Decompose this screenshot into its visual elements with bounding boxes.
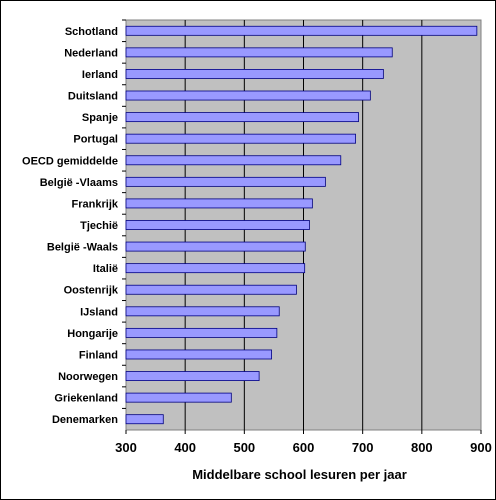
bar xyxy=(125,112,359,123)
category-label: België -Vlaams xyxy=(40,177,118,189)
x-tick-label: 400 xyxy=(174,440,196,455)
category-label: IJsland xyxy=(80,306,118,318)
category-label: Denemarken xyxy=(52,414,118,426)
x-tick-label: 700 xyxy=(352,440,374,455)
x-tick-label: 500 xyxy=(233,440,255,455)
bar xyxy=(125,69,384,79)
category-label: Oostenrijk xyxy=(64,285,119,297)
bar xyxy=(125,90,371,101)
category-label: Duitsland xyxy=(68,91,118,103)
category-label: Finland xyxy=(79,349,118,361)
category-label: Schotland xyxy=(65,26,118,38)
bar xyxy=(125,155,342,166)
category-label: OECD gemiddelde xyxy=(22,155,118,167)
x-tick-label: 600 xyxy=(293,440,315,455)
category-label: België -Waals xyxy=(47,242,118,254)
bar xyxy=(125,241,306,252)
bar xyxy=(125,263,306,274)
x-axis-ticks: 300 400 500 600 700 800 900 xyxy=(115,430,492,455)
category-label: Noorwegen xyxy=(58,371,118,383)
bar xyxy=(125,198,313,209)
x-axis-title: Middelbare school lesuren per jaar xyxy=(192,467,407,482)
bar xyxy=(125,25,478,36)
bar xyxy=(125,414,164,425)
bar xyxy=(125,220,310,230)
bar xyxy=(125,392,232,403)
category-label: Hongarije xyxy=(67,328,118,340)
category-label: Nederland xyxy=(64,47,118,59)
bars xyxy=(125,25,478,425)
category-label: Portugal xyxy=(73,134,118,146)
category-label: Tjechië xyxy=(80,220,118,232)
bar xyxy=(125,176,326,187)
bar xyxy=(125,133,356,144)
bar xyxy=(125,284,297,295)
category-label: Italië xyxy=(93,263,118,275)
x-tick-label: 800 xyxy=(411,440,433,455)
x-tick-label: 900 xyxy=(470,440,492,455)
category-label: Spanje xyxy=(82,112,118,124)
bar xyxy=(125,306,280,317)
bar xyxy=(125,371,260,381)
category-label: Ierland xyxy=(82,69,118,81)
category-label: Griekenland xyxy=(54,393,118,405)
bar xyxy=(125,327,278,338)
category-label: Frankrijk xyxy=(72,198,119,210)
bar xyxy=(125,349,272,360)
category-labels: Schotland Nederland Ierland Duitsland Spanje… xyxy=(22,19,126,426)
bar xyxy=(125,47,393,58)
x-tick-label: 300 xyxy=(115,440,137,455)
